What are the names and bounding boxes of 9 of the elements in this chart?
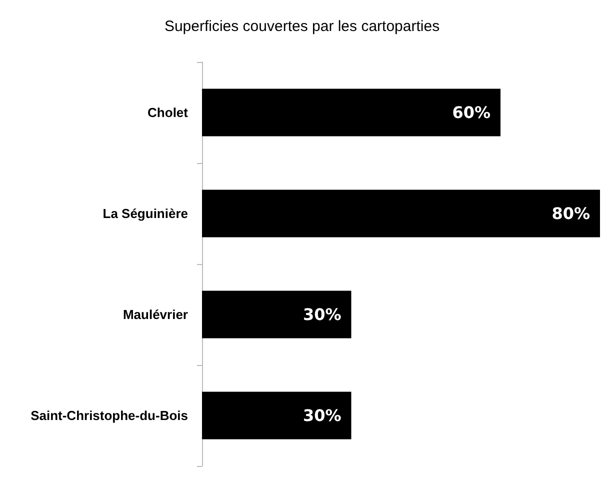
y-tick-label: Maulévrier [122, 307, 188, 322]
data-label: 80% [552, 204, 590, 223]
y-tick-label: Saint-Christophe-du-Bois [30, 408, 188, 423]
y-tick-label: La Séguinière [102, 206, 188, 221]
data-label: 30% [302, 305, 342, 324]
data-label: 30% [302, 406, 342, 425]
data-label: 60% [452, 103, 490, 122]
chart-title: Superficies couvertes par les cartoparties [164, 18, 440, 35]
y-tick-label: Cholet [148, 105, 189, 120]
